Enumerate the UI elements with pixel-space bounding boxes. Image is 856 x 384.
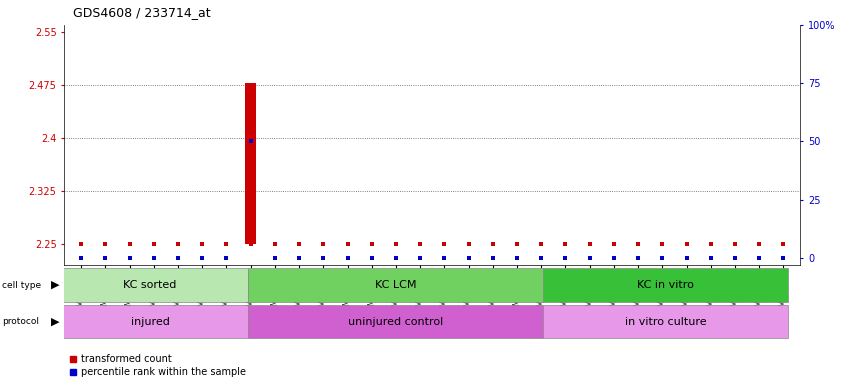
Bar (52, 268, 248, 302)
Bar (543, 268, 788, 302)
Text: GDS4608 / 233714_at: GDS4608 / 233714_at (73, 6, 211, 19)
Bar (245, 83, 256, 244)
Bar (52, 305, 248, 338)
Bar (543, 305, 788, 338)
Text: KC in vitro: KC in vitro (637, 280, 694, 290)
Text: ▶: ▶ (51, 316, 60, 327)
Bar (248, 268, 543, 302)
Text: protocol: protocol (2, 317, 39, 326)
Text: ▶: ▶ (51, 280, 60, 290)
Legend: transformed count, percentile rank within the sample: transformed count, percentile rank withi… (69, 354, 246, 377)
Text: in vitro culture: in vitro culture (625, 316, 706, 327)
Text: injured: injured (131, 316, 169, 327)
Text: cell type: cell type (2, 281, 41, 290)
Bar (248, 305, 543, 338)
Text: KC LCM: KC LCM (375, 280, 416, 290)
Text: uninjured control: uninjured control (348, 316, 443, 327)
Text: KC sorted: KC sorted (123, 280, 177, 290)
